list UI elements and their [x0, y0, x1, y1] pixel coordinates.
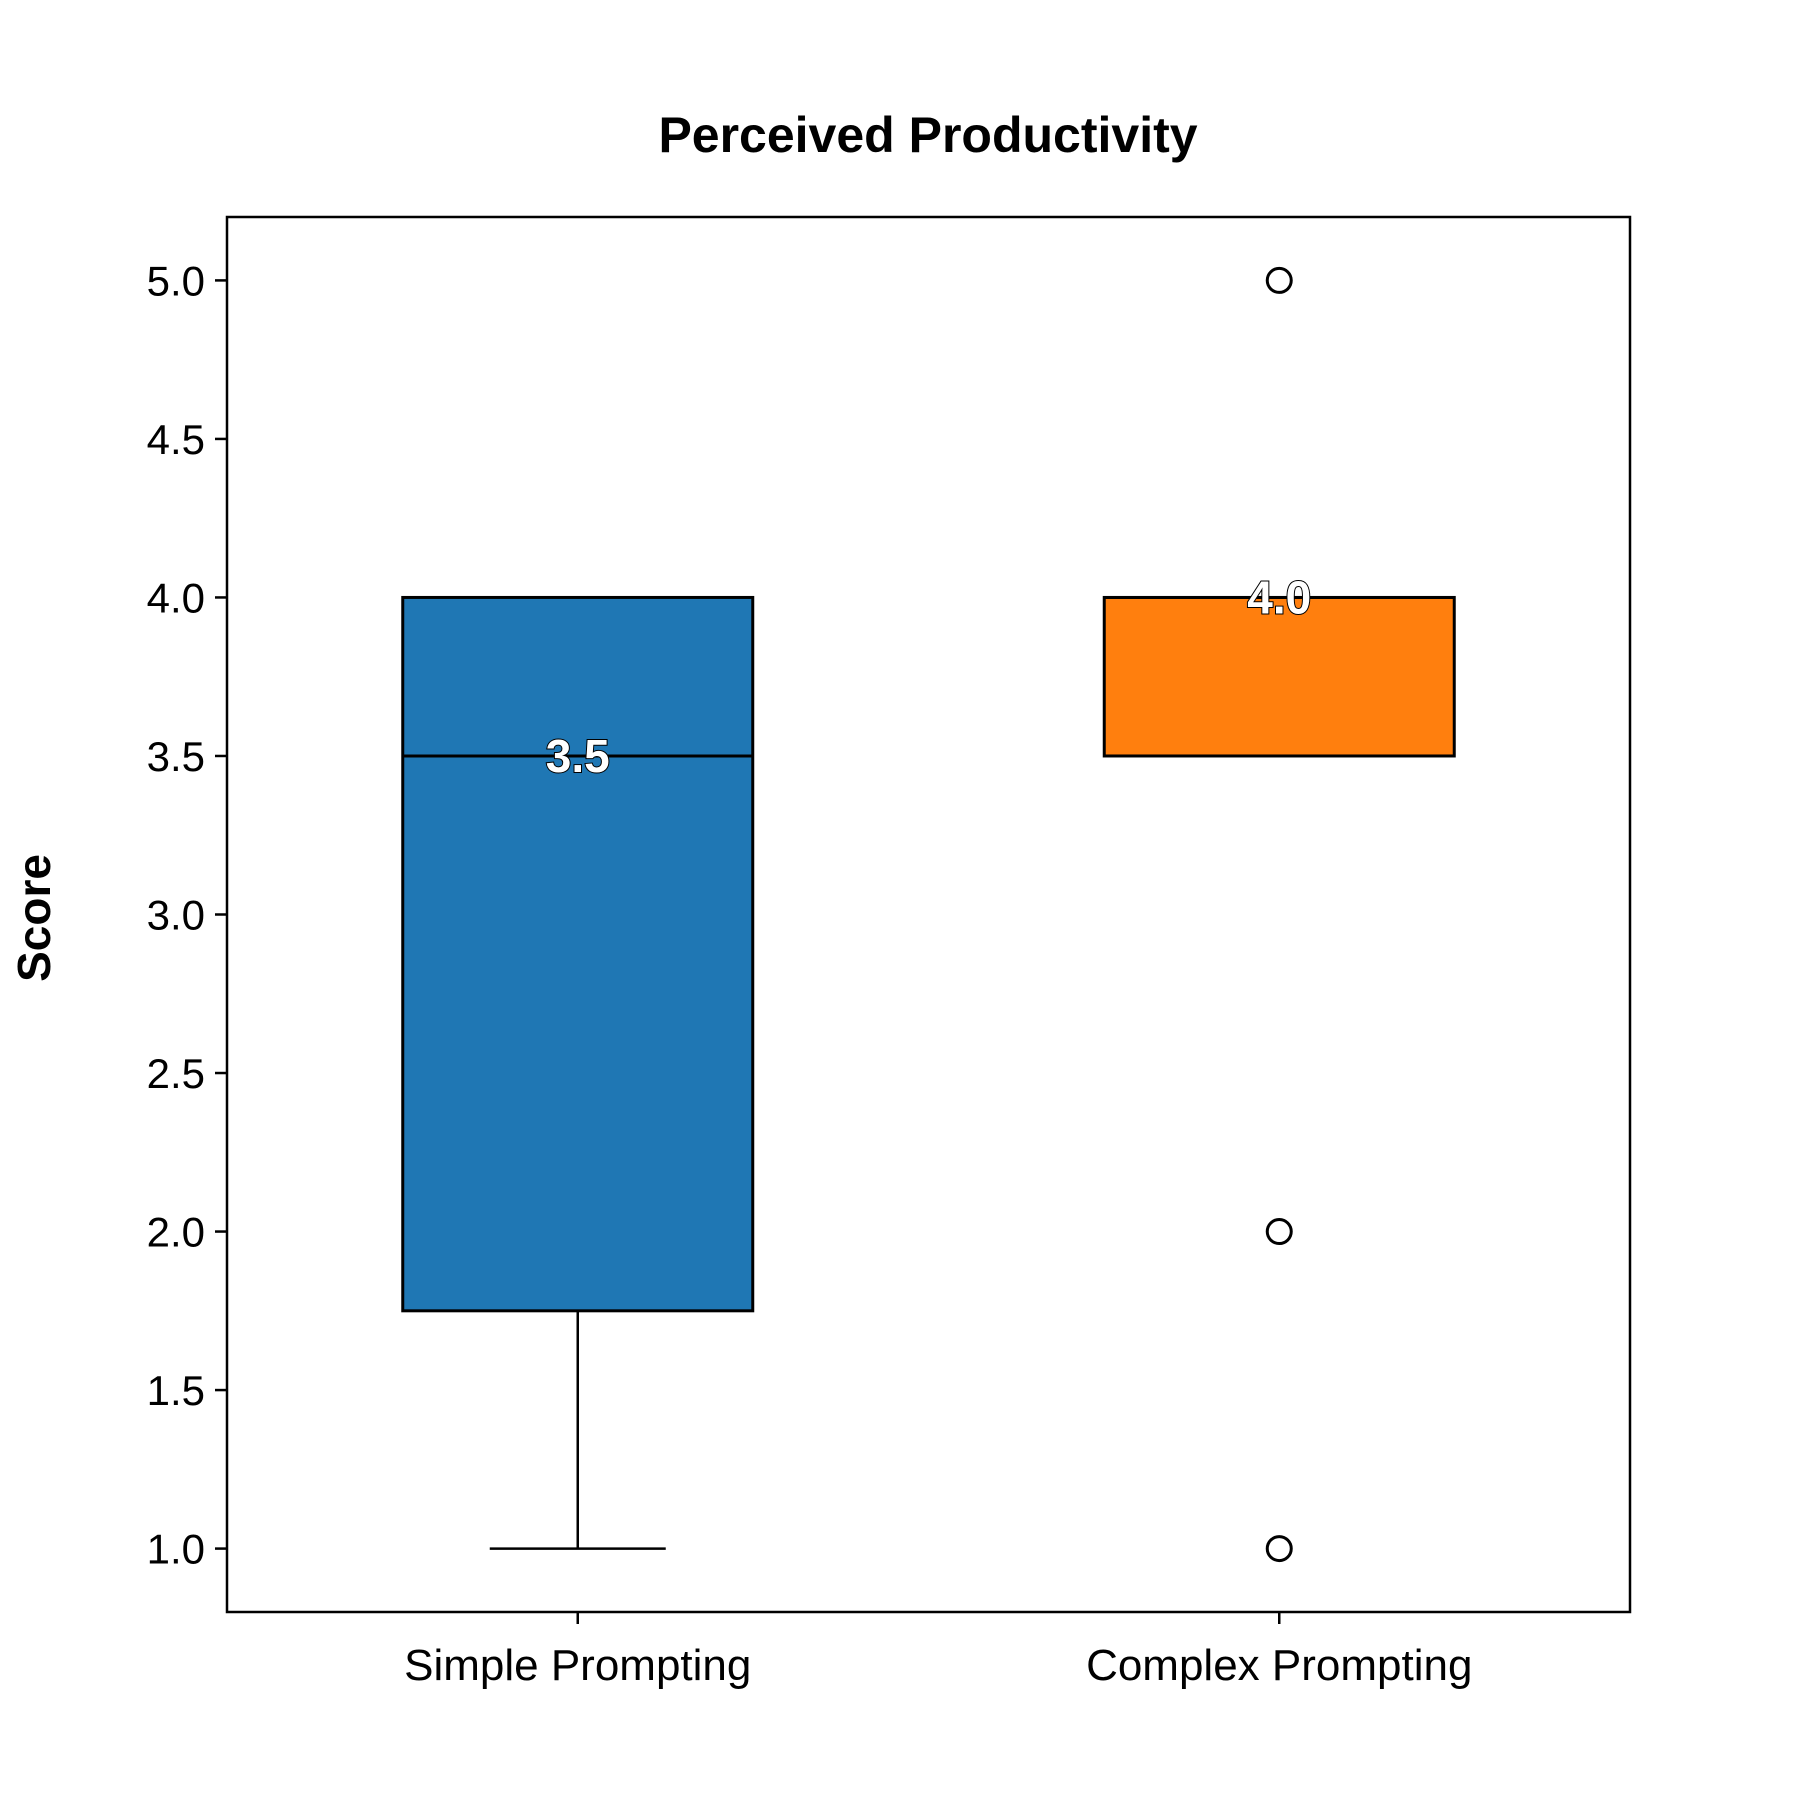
x-tick-label: Complex Prompting: [1086, 1641, 1472, 1690]
y-tick-label: 4.5: [147, 416, 205, 463]
median-label: 3.5: [546, 730, 610, 782]
y-tick-label: 3.5: [147, 733, 205, 780]
box-body: [401, 595, 755, 1313]
chart-title: Perceived Productivity: [658, 107, 1197, 163]
y-tick-label: 2.5: [147, 1050, 205, 1097]
y-tick-label: 5.0: [147, 257, 205, 304]
y-axis-label: Score: [8, 854, 60, 982]
y-tick-label: 1.0: [147, 1526, 205, 1573]
outlier-point: [1265, 1218, 1293, 1246]
outlier-point: [1265, 1535, 1293, 1563]
outlier-point: [1265, 266, 1293, 294]
median-label: 4.0: [1247, 571, 1311, 623]
plot-area: 1.0 1.5 2.0 2.5 3.0 3.5 4.0 4.5 5.0 Simple Prompt…: [147, 257, 1473, 1690]
x-tick-label: Simple Prompting: [404, 1641, 751, 1690]
box-body: [1102, 595, 1456, 758]
y-tick-label: 2.0: [147, 1209, 205, 1256]
y-tick-label: 3.0: [147, 892, 205, 939]
y-tick-label: 4.0: [147, 574, 205, 621]
plot-frame: [225, 215, 1632, 1614]
y-tick-label: 1.5: [147, 1367, 205, 1414]
